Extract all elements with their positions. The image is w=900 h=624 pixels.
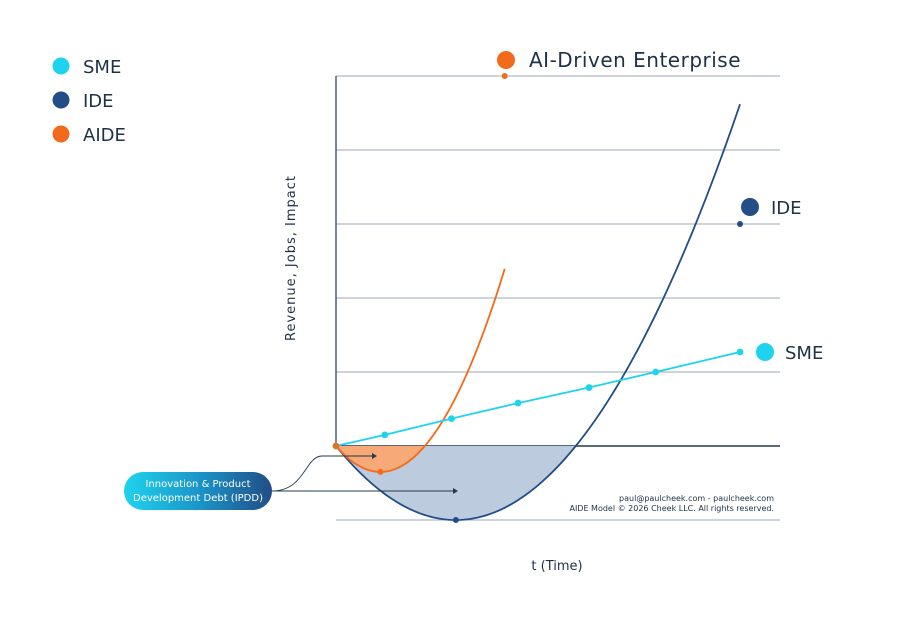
callout-connector-aide (271, 455, 376, 492)
sme-point (736, 348, 744, 356)
sme-point (448, 415, 455, 423)
ide-series-label: IDE (771, 198, 802, 219)
sme-series-line (335, 351, 741, 447)
aide-point (377, 468, 384, 475)
aide-label-marker (497, 51, 515, 69)
callout-arrowhead-ide (453, 488, 458, 494)
ide-point (452, 517, 459, 523)
sme-point (585, 384, 593, 391)
aide-point (501, 73, 508, 79)
credit-line-2: AIDE Model © 2026 Cheek LLC. All rights … (569, 504, 774, 513)
legend-marker-ide (52, 91, 70, 109)
legend-marker-sme (52, 57, 70, 75)
ipdd-callout (271, 453, 458, 494)
ipdd-callout-pill (124, 472, 272, 510)
credit-line-1: paul@paulcheek.com - paulcheek.com (619, 494, 774, 503)
legend: SME IDE AIDE (52, 57, 126, 146)
sme-series-label: SME (785, 343, 823, 364)
ipdd-callout-line2: Development Debt (IPDD) (133, 493, 263, 504)
sme-point (381, 431, 389, 439)
y-axis-label: Revenue, Jobs, Impact (284, 175, 299, 341)
legend-label-sme: SME (83, 57, 121, 78)
x-axis-label: t (Time) (531, 559, 582, 574)
sme-point (514, 399, 522, 407)
series-points (332, 73, 744, 523)
legend-label-ide: IDE (83, 91, 114, 112)
origin-point (332, 442, 340, 450)
sme-label-marker (756, 343, 774, 361)
aide-series-label: AI-Driven Enterprise (529, 48, 741, 72)
ide-series-line (335, 103, 741, 521)
sme-point (652, 368, 660, 376)
ide-label-marker (741, 198, 759, 216)
aide-series-line (335, 268, 506, 473)
callout-arrowhead-aide (372, 453, 377, 459)
legend-label-aide: AIDE (83, 125, 126, 146)
legend-marker-aide (52, 125, 70, 143)
ide-point (737, 221, 744, 227)
ipdd-callout-line1: Innovation & Product (145, 479, 250, 490)
